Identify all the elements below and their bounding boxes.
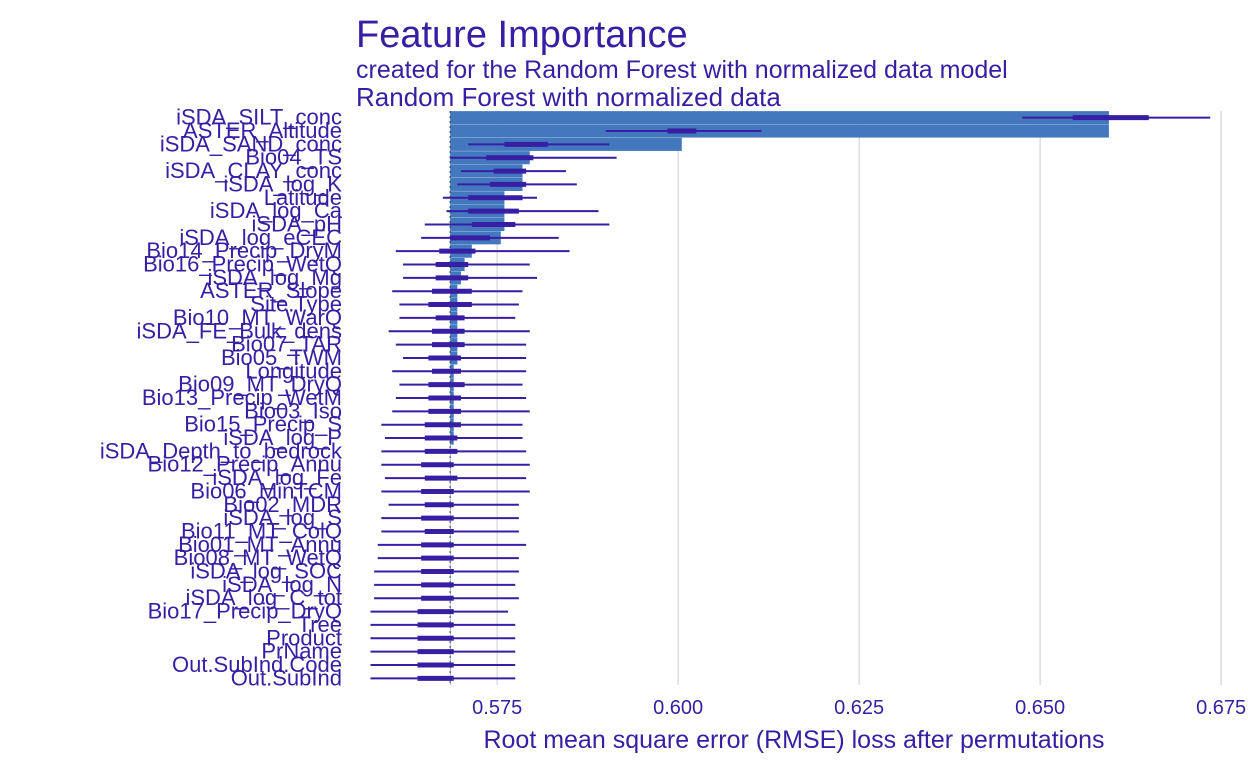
y-label-Bio05_TWM: Bio05_TWM bbox=[221, 345, 342, 370]
bar-ASTER_Altitude bbox=[450, 124, 1109, 138]
y-label-iSDA_pH: iSDA_pH bbox=[252, 211, 342, 236]
y-label-ASTER_Altitude: ASTER_Altitude bbox=[183, 118, 342, 143]
x-tick-label-4: 0.675 bbox=[1196, 697, 1246, 719]
x-tick-label-1: 0.600 bbox=[653, 697, 703, 719]
panel-label: Random Forest with normalized data bbox=[356, 82, 781, 112]
x-axis-title: Root mean square error (RMSE) loss after… bbox=[483, 726, 1104, 754]
chart-subtitle: created for the Random Forest with norma… bbox=[356, 56, 1008, 84]
y-label-Site.Type: Site.Type bbox=[250, 292, 342, 317]
y-label-PrName: PrName bbox=[261, 639, 342, 664]
boxplots bbox=[370, 115, 1211, 681]
y-label-Bio02_MDR: Bio02_MDR bbox=[223, 492, 342, 517]
y-label-Bio06_MinTCM: Bio06_MinTCM bbox=[190, 478, 342, 503]
x-axis-ticks: 0.575 0.600 0.625 0.650 0.675 bbox=[472, 697, 1246, 719]
y-label-iSDA_log_Ca: iSDA_log_Ca bbox=[210, 198, 343, 223]
bar-iSDA_SILT_conc bbox=[450, 111, 1109, 125]
y-label-Bio10_MT_WarQ: Bio10_MT_WarQ bbox=[173, 305, 342, 330]
y-label-iSDA_FE_Bulk_dens: iSDA_FE_Bulk_dens bbox=[137, 318, 342, 343]
y-label-Bio03_Iso: Bio03_Iso bbox=[244, 398, 342, 423]
y-label-iSDA_CLAY_conc: iSDA_CLAY_conc bbox=[165, 158, 342, 183]
y-label-Bio13_Precip_WetM: Bio13_Precip_WetM bbox=[142, 385, 342, 410]
y-label-iSDA_log_N: iSDA_log_N bbox=[222, 572, 342, 597]
x-gridlines bbox=[496, 111, 1222, 685]
y-label-Out.SubInd.Code: Out.SubInd.Code bbox=[172, 652, 342, 677]
y-label-Bio16_Precip_WetQ: Bio16_Precip_WetQ bbox=[143, 252, 342, 277]
y-label-Bio12_Precip_Annu: Bio12_Precip_Annu bbox=[148, 452, 342, 477]
y-label-iSDA_log_Fe: iSDA_log_Fe bbox=[212, 465, 342, 490]
y-label-Bio01_MT_Annu: Bio01_MT_Annu bbox=[178, 532, 342, 557]
y-label-Bio11_MT_ColQ: Bio11_MT_ColQ bbox=[181, 518, 342, 543]
y-label-Bio09_MT_DryQ: Bio09_MT_DryQ bbox=[178, 372, 342, 397]
y-label-iSDA_SAND_conc: iSDA_SAND_conc bbox=[160, 131, 342, 156]
y-label-Bio04_TS: Bio04_TS bbox=[245, 145, 342, 170]
y-label-iSDA_SILT_conc: iSDA_SILT_conc bbox=[176, 105, 342, 130]
y-label-iSDA_log_S: iSDA_log_S bbox=[223, 505, 342, 530]
x-tick-label-3: 0.650 bbox=[1015, 697, 1065, 719]
bars bbox=[450, 111, 1109, 685]
y-label-Bio14_Precip_DryM: Bio14_Precip_DryM bbox=[146, 238, 342, 263]
y-label-Tree: Tree bbox=[298, 612, 342, 637]
x-tick-label-2: 0.625 bbox=[834, 697, 884, 719]
y-label-Bio08_MT_WetQ: Bio08_MT_WetQ bbox=[174, 545, 342, 570]
y-label-Bio17_Precip_DryQ: Bio17_Precip_DryQ bbox=[148, 599, 342, 624]
y-label-Latitude: Latitude bbox=[264, 185, 342, 210]
y-label-ASTER_Slope: ASTER_Slope bbox=[200, 278, 342, 303]
y-label-iSDA_log_eCEC: iSDA_log_eCEC bbox=[179, 225, 342, 250]
y-label-Bio07_TAR: Bio07_TAR bbox=[231, 332, 342, 357]
y-label-Product: Product bbox=[266, 625, 342, 650]
y-label-iSDA_log_K: iSDA_log_K bbox=[223, 171, 342, 196]
y-label-iSDA_log_C_tot: iSDA_log_C_tot bbox=[185, 585, 342, 610]
y-label-iSDA_log_P: iSDA_log_P bbox=[223, 425, 342, 450]
y-label-Out.SubInd: Out.SubInd bbox=[231, 665, 342, 690]
y-label-iSDA_log_Mg: iSDA_log_Mg bbox=[207, 265, 342, 290]
y-label-iSDA_log_SOC: iSDA_log_SOC bbox=[190, 559, 342, 584]
y-axis-labels: iSDA_SILT_concASTER_AltitudeiSDA_SAND_co… bbox=[100, 105, 343, 691]
y-label-iSDA_Depth_to_bedrock: iSDA_Depth_to_bedrock bbox=[100, 438, 343, 463]
x-tick-label-0: 0.575 bbox=[472, 697, 522, 719]
chart-title: Feature Importance bbox=[356, 14, 688, 56]
y-label-Longitude: Longitude bbox=[245, 358, 342, 383]
y-label-Bio15_Precip_S: Bio15_Precip_S bbox=[184, 412, 342, 437]
